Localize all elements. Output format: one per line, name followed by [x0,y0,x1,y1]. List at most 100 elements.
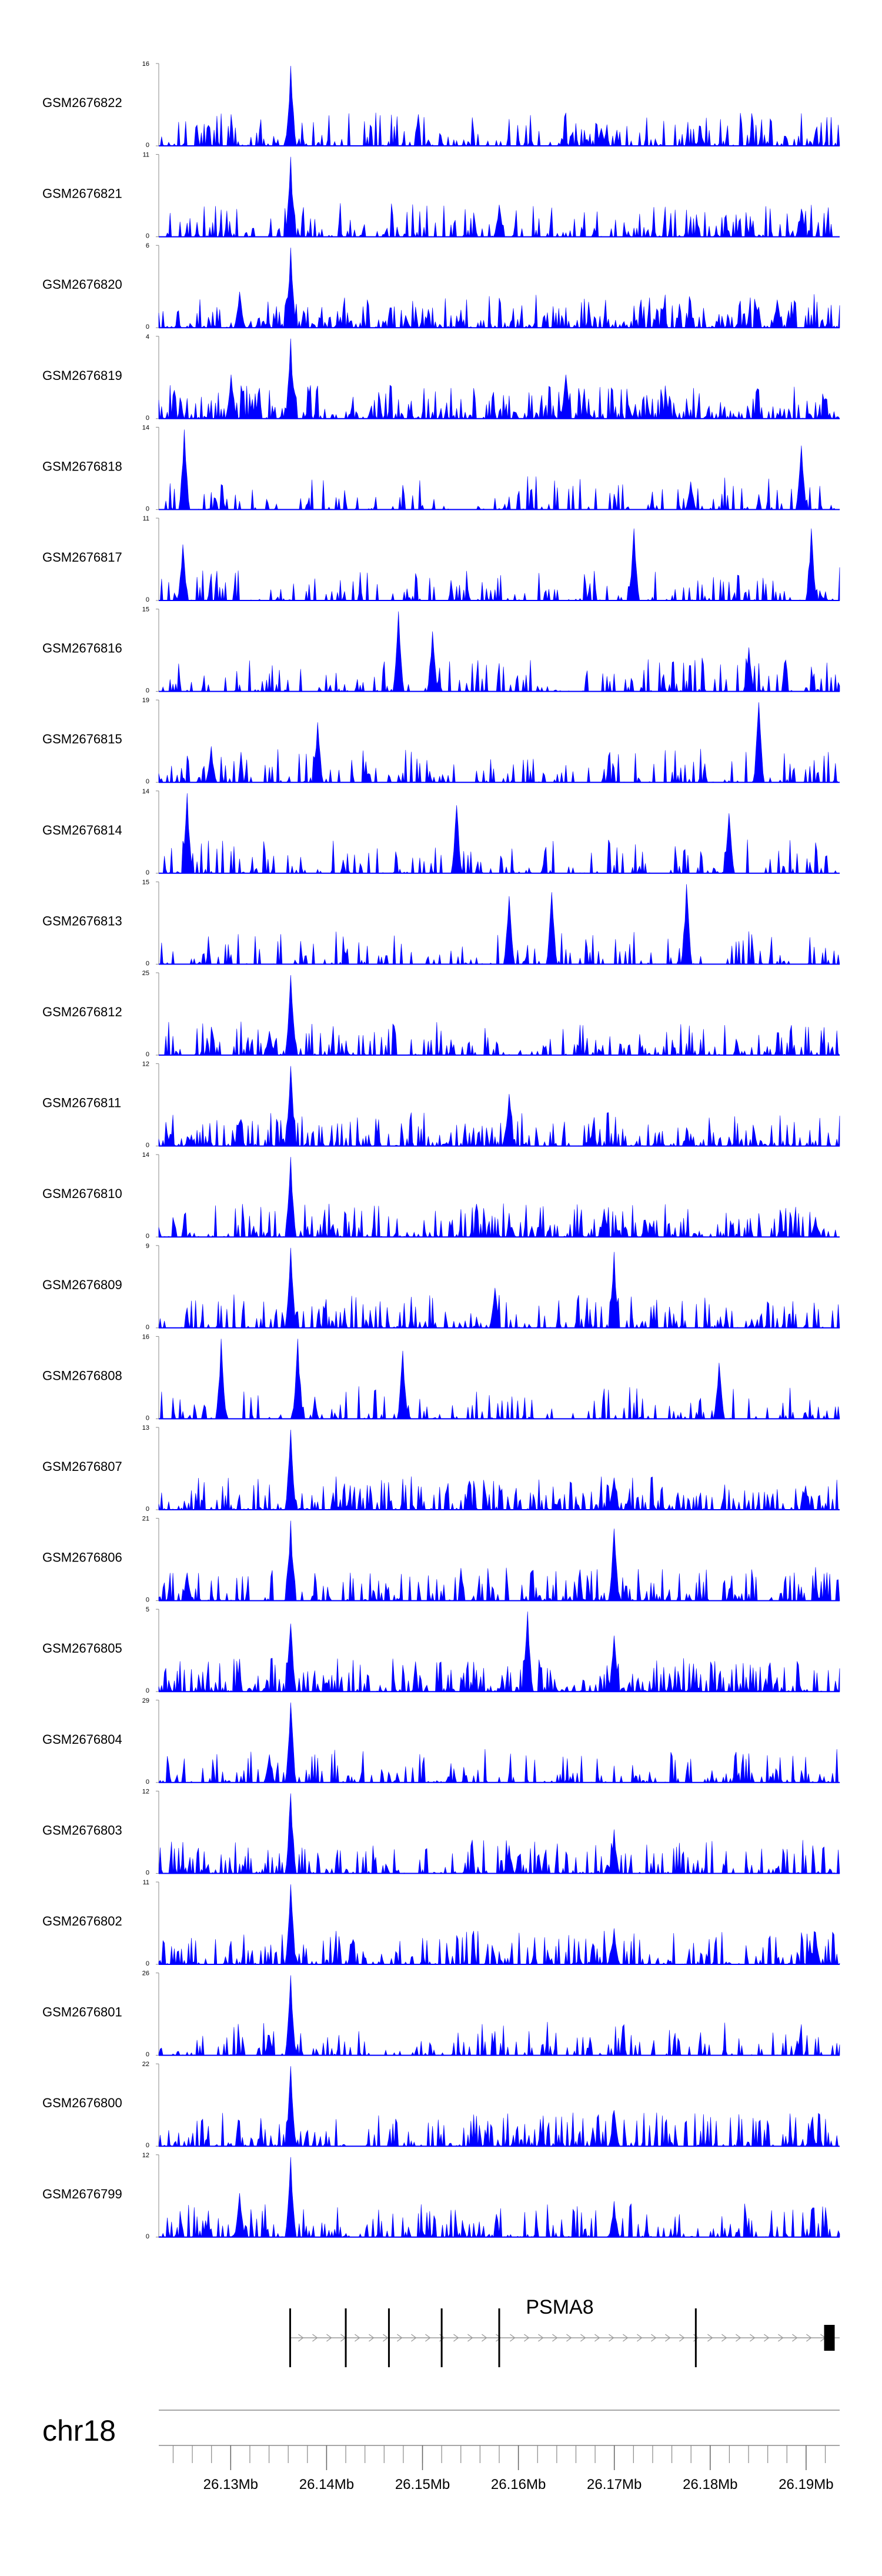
track-label: GSM2676804 [42,1732,122,1747]
y-max-label: 11 [143,152,149,159]
strand-arrow [538,2334,544,2342]
strand-arrow [594,2334,600,2342]
y-min-label: 0 [146,415,149,422]
strand-arrow [637,2334,643,2342]
strand-arrow [425,2334,431,2342]
track-label: GSM2676822 [42,95,122,110]
y-max-label: 5 [146,1606,149,1613]
track-gsm2676818: GSM2676818 14 0 [42,424,840,512]
track-label: GSM2676807 [42,1459,122,1474]
y-max-label: 15 [142,879,149,886]
coverage-area [158,1429,840,1511]
track-label: GSM2676818 [42,459,122,473]
strand-arrow [453,2334,459,2342]
axis-tick-label: 26.16Mb [491,2477,546,2492]
y-min-label: 0 [146,505,149,512]
track-gsm2676809: GSM2676809 9 0 [42,1243,840,1331]
y-min-label: 0 [146,869,149,876]
y-max-label: 16 [142,61,149,68]
strand-arrow [764,2334,770,2342]
y-max-label: 11 [143,515,149,522]
coverage-area [159,528,840,601]
y-min-label: 0 [146,1051,149,1058]
strand-arrow [467,2334,473,2342]
track-label: GSM2676809 [42,1277,122,1292]
strand-arrow [482,2334,487,2342]
axis-tick-label: 26.17Mb [587,2477,642,2492]
y-min-label: 0 [146,323,149,331]
strand-arrow [355,2334,360,2342]
track-gsm2676810: GSM2676810 14 0 [42,1152,840,1240]
y-max-label: 14 [142,1152,149,1159]
y-max-label: 26 [142,1970,149,1977]
y-min-label: 0 [146,1233,149,1240]
y-max-label: 4 [146,333,149,341]
track-label: GSM2676811 [42,1096,121,1110]
coverage-area [159,884,840,965]
track-label: GSM2676817 [42,550,122,565]
strand-arrow [792,2334,798,2342]
y-min-label: 0 [146,1142,149,1149]
y-max-label: 11 [143,1879,149,1886]
y-max-label: 14 [142,424,149,431]
gene-exon [440,2308,443,2367]
coverage-area [158,1520,840,1601]
track-label: GSM2676820 [42,277,122,292]
track-label: GSM2676806 [42,1550,122,1565]
y-max-label: 21 [142,1516,149,1523]
gene-exon [694,2308,697,2367]
y-max-label: 12 [142,2152,149,2159]
track-label: GSM2676813 [42,913,122,928]
y-max-label: 6 [146,242,149,249]
coverage-area [158,248,840,329]
track-gsm2676816: GSM2676816 15 0 [42,606,840,695]
track-label: GSM2676801 [42,2005,122,2020]
strand-arrow [510,2334,516,2342]
strand-arrow [298,2334,304,2342]
track-label: GSM2676803 [42,1823,122,1837]
track-gsm2676819: GSM2676819 4 0 [42,333,840,422]
gene-exon [289,2308,291,2367]
track-gsm2676808: GSM2676808 16 0 [42,1333,840,1422]
track-gsm2676806: GSM2676806 21 0 [42,1516,840,1604]
track-label: GSM2676812 [42,1005,122,1019]
y-min-label: 0 [146,2233,149,2240]
y-max-label: 29 [142,1697,149,1704]
strand-arrow [397,2334,403,2342]
track-gsm2676803: GSM2676803 12 0 [42,1788,840,1876]
strand-arrow [679,2334,685,2342]
axis-tick-label: 26.19Mb [779,2477,833,2492]
track-label: GSM2676800 [42,2095,122,2110]
track-label: GSM2676815 [42,732,122,746]
coverage-area [159,156,840,238]
axis-tick-label: 26.13Mb [203,2477,258,2492]
track-gsm2676820: GSM2676820 6 0 [42,242,840,331]
coverage-area [158,1157,840,1238]
y-min-label: 0 [146,1869,149,1876]
coverage-area [158,2066,840,2147]
track-gsm2676821: GSM2676821 11 0 [42,152,840,240]
y-min-label: 0 [146,778,149,785]
y-min-label: 0 [146,596,149,603]
strand-arrow [721,2334,727,2342]
track-gsm2676811: GSM2676811 12 0 [42,1061,840,1149]
gene-track: PSMA8 [289,2296,840,2367]
coverage-area [159,975,840,1056]
coverage-area [159,65,840,147]
track-label: GSM2676821 [42,186,122,201]
chromosome-label: chr18 [42,2414,116,2447]
strand-arrow [566,2334,572,2342]
y-min-label: 0 [146,1324,149,1331]
coverage-area [159,429,840,510]
coverage-area [158,1884,840,1966]
strand-arrow [806,2334,812,2342]
coverage-area [159,611,840,692]
y-min-label: 0 [146,233,149,240]
y-max-label: 19 [142,697,149,704]
track-gsm2676817: GSM2676817 11 0 [42,515,840,603]
y-min-label: 0 [146,1778,149,1786]
strand-arrow [411,2334,417,2342]
track-gsm2676799: GSM2676799 12 0 [42,2152,840,2240]
coverage-area [158,1975,840,2056]
